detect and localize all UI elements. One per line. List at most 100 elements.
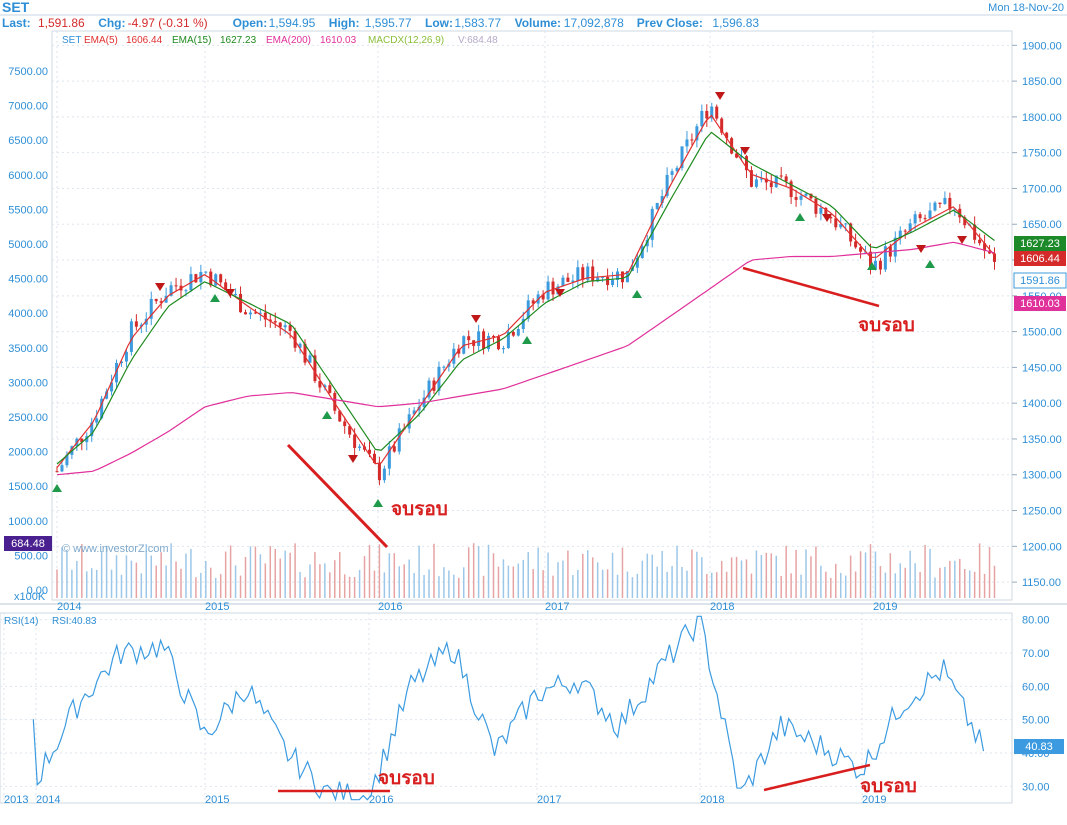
- rsi-annotation-2016: จบรอบ: [378, 768, 435, 789]
- candle-body: [650, 208, 654, 240]
- candle-body: [759, 178, 763, 180]
- candle-body: [174, 285, 178, 287]
- candle-body: [933, 202, 937, 211]
- candle-body: [154, 298, 158, 302]
- candle-body: [492, 335, 496, 337]
- candle-body: [521, 318, 525, 330]
- candle-body: [596, 277, 600, 282]
- candle-body: [487, 335, 491, 350]
- buy-signal-marker: [373, 499, 383, 507]
- candle-body: [95, 418, 99, 423]
- candle-body: [963, 217, 967, 226]
- buy-signal-marker: [795, 213, 805, 221]
- candle-body: [883, 246, 887, 270]
- candle-body: [283, 325, 287, 328]
- rsi-x-axis: 2013 2014 2015 2016 2017 2018 2019: [4, 794, 886, 806]
- legend-ema5-value: 1606.44: [126, 35, 163, 46]
- left-axis-tick: 3000.00: [8, 377, 48, 389]
- candle-body: [278, 322, 282, 328]
- left-axis-tick: 2500.00: [8, 412, 48, 424]
- candle-body: [501, 348, 505, 350]
- candle-body: [348, 426, 352, 435]
- candle-body: [576, 267, 580, 281]
- candle-body: [993, 253, 996, 262]
- ema15-badge: 1627.23: [1020, 238, 1060, 250]
- candle-body: [898, 230, 902, 238]
- candle-body: [214, 274, 218, 286]
- candle-body: [859, 247, 863, 252]
- buy-signal-marker: [522, 336, 532, 344]
- candle-body: [735, 153, 739, 158]
- left-axis-tick: 2000.00: [8, 447, 48, 459]
- sell-signal-marker: [822, 214, 832, 222]
- candle-body: [844, 223, 848, 225]
- left-axis-tick: 7000.00: [8, 101, 48, 113]
- sell-signal-marker: [555, 289, 565, 297]
- candle-body: [868, 251, 872, 269]
- candle-body: [685, 139, 689, 147]
- trend-line-2016: [286, 443, 389, 549]
- left-axis-tick: 5000.00: [8, 239, 48, 251]
- volume-badge-box: [4, 536, 52, 551]
- candle-body: [100, 398, 104, 419]
- candle-body: [253, 312, 257, 314]
- legend-ema15-label: EMA(15): [172, 35, 211, 46]
- x-axis-tick: 2016: [378, 601, 402, 613]
- rsi-x-tick: 2014: [36, 794, 60, 806]
- candle-body: [983, 243, 987, 251]
- left-axis-tick: 7500.00: [8, 66, 48, 78]
- candle-body: [124, 351, 128, 362]
- rsi-axis-tick: 50.00: [1022, 715, 1050, 727]
- candle-body: [620, 271, 624, 283]
- quote-value: 1,595.77: [365, 16, 412, 30]
- candle-body: [372, 453, 376, 463]
- candle-body: [839, 224, 843, 228]
- candle-body: [849, 223, 853, 242]
- candle-body: [298, 343, 302, 348]
- left-axis-tick: 500.00: [14, 550, 48, 562]
- candle-body: [720, 118, 724, 133]
- left-axis-tick: 1000.00: [8, 516, 48, 528]
- candle-body: [224, 282, 228, 291]
- candle-body: [159, 301, 163, 303]
- candle-body: [581, 267, 585, 280]
- candle-body: [566, 277, 570, 282]
- candle-body: [561, 277, 565, 287]
- volume-badge: 684.48: [11, 538, 45, 550]
- ema200-badge-box: [1014, 296, 1066, 311]
- rsi-legend-value: RSI:40.83: [52, 616, 97, 627]
- sell-signal-marker: [471, 315, 481, 323]
- quote-value: -4.97 (-0.31 %): [128, 16, 208, 30]
- candle-body: [134, 321, 138, 327]
- sell-signal-marker: [348, 455, 358, 463]
- sell-signal-marker: [957, 236, 967, 244]
- x-axis-tick: 2019: [873, 601, 897, 613]
- buy-signal-marker: [925, 260, 935, 268]
- candle-body: [675, 167, 679, 172]
- annotation-2016: จบรอบ: [391, 499, 448, 520]
- candle-body: [978, 239, 982, 244]
- legend-macdx-label: MACDX(12,26,9): [368, 35, 444, 46]
- candle-body: [710, 106, 714, 119]
- legend-ema200-label: EMA(200): [266, 35, 311, 46]
- indicator-legend: SET EMA(5) 1606.44 EMA(15) 1627.23 EMA(2…: [62, 35, 498, 46]
- candle-body: [695, 126, 699, 141]
- candle-body: [110, 382, 114, 392]
- right-axis-tick: 1700.00: [1022, 183, 1062, 195]
- quote-value: 1,596.83: [712, 16, 759, 30]
- candle-body: [670, 171, 674, 175]
- right-axis-tick: 1400.00: [1022, 398, 1062, 410]
- right-axis-tick: 1900.00: [1022, 40, 1062, 52]
- right-axis-tick: 1800.00: [1022, 112, 1062, 124]
- candle-body: [80, 438, 84, 443]
- quote-line: Last: 1,591.86 Chg: -4.97 (-0.31 %) Open: 1,5…: [2, 16, 759, 30]
- rsi-x-tick: 2015: [205, 794, 229, 806]
- price-grid: [52, 31, 1012, 600]
- candle-body: [873, 260, 877, 269]
- left-price-axis: 7500.00 7000.00 6500.00 6000.00 5500.00 5000.…: [8, 66, 48, 597]
- candle-body: [85, 436, 89, 443]
- right-axis-tick: 1450.00: [1022, 362, 1062, 374]
- candle-body: [854, 241, 858, 248]
- candle-body: [397, 428, 401, 452]
